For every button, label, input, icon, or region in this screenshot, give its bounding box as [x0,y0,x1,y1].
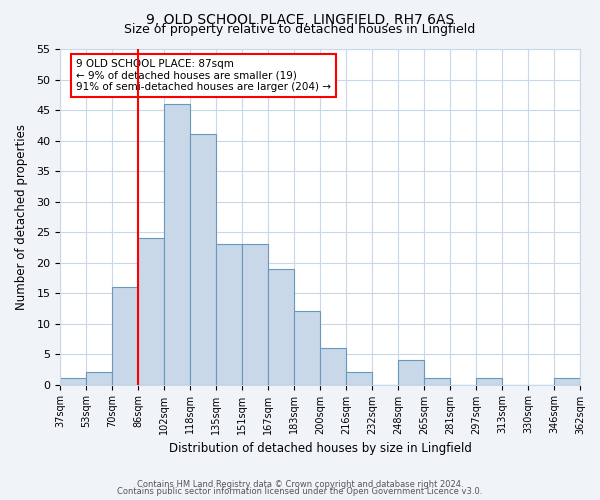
Text: 9 OLD SCHOOL PLACE: 87sqm
← 9% of detached houses are smaller (19)
91% of semi-d: 9 OLD SCHOOL PLACE: 87sqm ← 9% of detach… [76,59,331,92]
Bar [554,378,580,384]
Bar [476,378,502,384]
Text: Contains public sector information licensed under the Open Government Licence v3: Contains public sector information licen… [118,487,482,496]
Text: 9, OLD SCHOOL PLACE, LINGFIELD, RH7 6AS: 9, OLD SCHOOL PLACE, LINGFIELD, RH7 6AS [146,12,454,26]
Bar [164,104,190,384]
Bar [268,268,294,384]
Text: Contains HM Land Registry data © Crown copyright and database right 2024.: Contains HM Land Registry data © Crown c… [137,480,463,489]
Bar [112,287,138,384]
Bar [346,372,372,384]
Bar [424,378,450,384]
Y-axis label: Number of detached properties: Number of detached properties [15,124,28,310]
Bar [320,348,346,385]
Bar [190,134,216,384]
Bar [60,378,86,384]
Bar [216,244,242,384]
Bar [398,360,424,384]
Bar [86,372,112,384]
Bar [242,244,268,384]
Bar [138,238,164,384]
Text: Size of property relative to detached houses in Lingfield: Size of property relative to detached ho… [124,22,476,36]
Bar [294,312,320,384]
X-axis label: Distribution of detached houses by size in Lingfield: Distribution of detached houses by size … [169,442,472,455]
